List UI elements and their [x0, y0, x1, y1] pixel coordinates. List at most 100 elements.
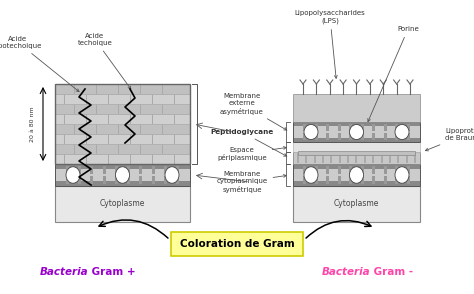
Bar — [55, 134, 190, 144]
Bar — [153, 134, 154, 144]
Bar — [55, 154, 190, 164]
Bar — [55, 181, 190, 186]
Bar — [305, 153, 307, 163]
Bar — [330, 153, 332, 163]
Bar — [164, 166, 167, 174]
Bar — [293, 94, 420, 122]
Bar — [407, 176, 410, 184]
Bar — [130, 94, 131, 104]
Bar — [407, 133, 410, 140]
Bar — [97, 144, 98, 154]
Ellipse shape — [165, 167, 179, 183]
Bar — [140, 84, 142, 94]
Bar — [163, 124, 164, 134]
Bar — [139, 166, 142, 174]
Bar — [303, 176, 306, 184]
Bar — [326, 176, 329, 184]
Bar — [163, 144, 164, 154]
Ellipse shape — [349, 167, 364, 183]
Bar — [293, 126, 420, 138]
Bar — [174, 134, 175, 144]
Bar — [69, 166, 77, 170]
Text: Gram +: Gram + — [88, 267, 136, 277]
Bar — [364, 153, 366, 163]
Bar — [353, 166, 361, 170]
Bar — [91, 166, 93, 174]
Bar — [353, 137, 361, 140]
Bar — [293, 164, 420, 169]
Bar — [64, 94, 65, 104]
Bar — [326, 124, 329, 131]
Bar — [293, 122, 420, 142]
Text: Lipoprotéine
de Braun: Lipoprotéine de Braun — [426, 127, 474, 151]
Bar — [176, 176, 179, 184]
Bar — [372, 176, 375, 184]
Bar — [97, 104, 98, 114]
Bar — [64, 154, 65, 164]
Bar — [406, 153, 408, 163]
Bar — [55, 186, 190, 222]
Bar — [127, 176, 130, 184]
Bar — [115, 176, 118, 184]
Bar — [176, 166, 179, 174]
Text: Lipopolysaccharides
(LPS): Lipopolysaccharides (LPS) — [295, 11, 365, 78]
Bar — [407, 166, 410, 174]
Text: 20 à 80 nm: 20 à 80 nm — [30, 106, 36, 142]
Bar — [398, 124, 406, 127]
Bar — [152, 176, 155, 184]
Bar — [64, 134, 65, 144]
Bar — [86, 134, 88, 144]
Bar — [307, 181, 315, 184]
Bar — [55, 169, 190, 181]
Bar — [361, 176, 364, 184]
Text: Cytoplasme: Cytoplasme — [100, 200, 145, 208]
Bar — [118, 84, 119, 94]
Bar — [91, 176, 93, 184]
Text: Bacteria: Bacteria — [321, 267, 370, 277]
Bar — [293, 164, 420, 186]
Bar — [130, 134, 131, 144]
Bar — [295, 149, 418, 164]
Bar — [384, 166, 387, 174]
Bar — [337, 133, 341, 140]
Bar — [349, 124, 352, 131]
Bar — [337, 166, 341, 174]
Bar — [307, 137, 315, 140]
Bar — [55, 144, 190, 154]
Text: Coloration de Gram: Coloration de Gram — [180, 239, 294, 249]
Bar — [174, 94, 175, 104]
Ellipse shape — [304, 167, 318, 183]
Bar — [398, 166, 406, 170]
Bar — [337, 176, 341, 184]
Text: Porine: Porine — [368, 26, 419, 122]
Bar — [315, 166, 318, 174]
Bar — [115, 166, 118, 174]
Bar — [55, 84, 190, 164]
Text: Cytoplasme: Cytoplasme — [334, 200, 379, 208]
Bar — [97, 84, 98, 94]
Bar — [372, 166, 375, 174]
Bar — [298, 151, 415, 155]
Bar — [349, 176, 352, 184]
Bar — [293, 169, 420, 181]
Bar — [130, 154, 131, 164]
Bar — [86, 114, 88, 124]
Bar — [55, 164, 190, 169]
Bar — [384, 176, 387, 184]
Bar — [74, 144, 75, 154]
Bar — [293, 181, 420, 186]
Bar — [168, 181, 176, 184]
Bar — [337, 124, 341, 131]
FancyBboxPatch shape — [171, 232, 303, 256]
Bar — [140, 104, 142, 114]
Bar — [127, 166, 130, 174]
Bar — [353, 181, 361, 184]
Bar — [55, 164, 190, 186]
Ellipse shape — [349, 124, 364, 139]
Bar — [102, 166, 106, 174]
Bar — [153, 114, 154, 124]
Bar — [118, 181, 127, 184]
Bar — [361, 133, 364, 140]
Bar — [64, 114, 65, 124]
Text: Gram -: Gram - — [370, 267, 413, 277]
